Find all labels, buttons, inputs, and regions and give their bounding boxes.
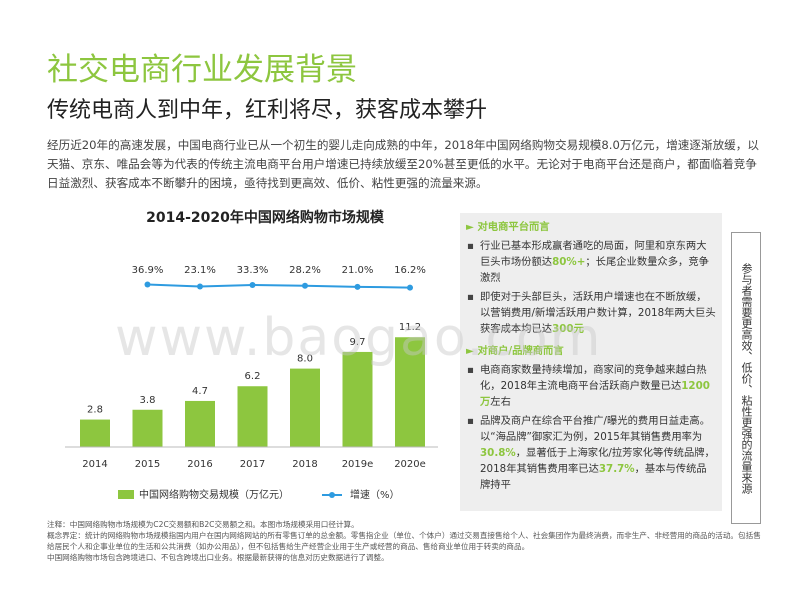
bar: [395, 337, 425, 447]
section-heading: ► 对电商平台而言: [466, 219, 716, 235]
arrow-icon: ►: [466, 345, 478, 357]
notes: 注释：中国网络购物市场规模为C2C交易额和B2C交易额之和。本图市场规模采用口径…: [47, 519, 767, 563]
watermark: www.baogao.com: [115, 308, 603, 368]
note: 概念界定：统计的网络购物市场规模指国内用户在国内网络网站的所有零售订单的总金额。…: [47, 531, 761, 551]
bullet-text: 即使对于头部巨头，活跃用户增速也在不断放缓，以营销费用/新增活跃用户数计算，20…: [480, 291, 716, 335]
bar: [342, 351, 373, 447]
bar: [132, 409, 163, 447]
bar: [290, 368, 320, 447]
bullet-text: 行业已基本形成赢者通吃的局面，阿里和京东两大巨头市场份额达: [480, 240, 707, 268]
x-tick-label: 2018: [292, 459, 317, 470]
note: 注释：中国网络购物市场规模为C2C交易额和B2C交易额之和。本图市场规模采用口径…: [47, 520, 359, 529]
highlight: 30.8%: [480, 447, 516, 459]
bullet-text: ，显著低于上海家化/拉芳家化等传统品牌，2018年其销售费用率已达: [480, 447, 715, 475]
bar: [185, 400, 215, 447]
line-point: [144, 281, 151, 288]
callout: 参与者需要更高效、低价、粘性更强的流量来源: [731, 232, 761, 524]
data-label: 2.8: [87, 405, 103, 416]
data-label: 4.7: [192, 386, 208, 397]
x-tick-label: 2017: [240, 459, 265, 470]
data-label: 6.2: [245, 371, 261, 382]
bullet-text: ，基本与传统品牌持平: [480, 463, 707, 491]
chart-title: 2014-2020年中国网络购物市场规模: [146, 209, 385, 226]
legend-swatch: [118, 490, 134, 499]
data-label: 8.0: [297, 354, 313, 365]
note: 中国网络购物市场包含跨境进口、不包含跨境出口业务。根据最新获得的信息对历史数据进…: [47, 553, 389, 562]
heading-text: 对电商平台而言: [477, 221, 550, 233]
section-heading: ► 对商户/品牌商而言: [466, 343, 716, 359]
panel: ► 对电商平台而言行业已基本形成赢者通吃的局面，阿里和京东两大巨头市场份额达80…: [460, 213, 722, 511]
bar: [80, 419, 110, 447]
bullet-text: 电商商家数量持续增加，商家间的竞争越来越白热化，2018年主流电商平台活跃商户数…: [480, 364, 707, 392]
bullet: 行业已基本形成赢者通吃的局面，阿里和京东两大巨头市场份额达80%+；长尾企业数量…: [466, 238, 716, 286]
data-label: 3.8: [140, 395, 156, 406]
highlight: 1200万: [480, 380, 710, 408]
data-label: 23.1%: [184, 265, 216, 276]
x-tick-label: 2015: [135, 459, 160, 470]
x-tick-label: 2020e: [394, 459, 426, 470]
legend-label: 中国网络购物交易规模（万亿元）: [139, 488, 289, 501]
highlight: 80%+: [552, 256, 586, 268]
bar: [237, 386, 268, 447]
highlight: 37.7%: [598, 463, 635, 475]
data-label: 28.2%: [289, 265, 321, 276]
bullet-text: 左右: [490, 396, 511, 408]
data-label: 16.2%: [394, 265, 426, 276]
x-tick-label: 2019e: [342, 459, 374, 470]
bullet: 品牌及商户在综合平台推广/曝光的费用日益走高。以“海品牌”御家汇为例，2015年…: [466, 413, 716, 493]
line-point: [249, 282, 256, 289]
line-point: [197, 283, 203, 290]
bullet: 电商商家数量持续增加，商家间的竞争越来越白热化，2018年主流电商平台活跃商户数…: [466, 362, 716, 410]
heading-text: 对商户/品牌商而言: [477, 345, 564, 357]
line-point: [302, 282, 308, 289]
intro: 经历近20年的高速发展，中国电商行业已从一个初生的婴儿走向成熟的中年，2018年…: [47, 138, 759, 190]
bullet-text: ；长尾企业数量众多，竞争激烈: [480, 256, 709, 284]
arrow-icon: ►: [466, 221, 478, 233]
data-label: 21.0%: [342, 265, 374, 276]
legend-swatch: [329, 492, 335, 498]
highlight: 300元: [552, 323, 584, 335]
bullet-text: 品牌及商户在综合平台推广/曝光的费用日益走高。以“海品牌”御家汇为例，2015年…: [480, 415, 710, 443]
data-label: 36.9%: [132, 265, 164, 276]
bullet: 即使对于头部巨头，活跃用户增速也在不断放缓，以营销费用/新增活跃用户数计算，20…: [466, 289, 716, 337]
data-label: 11.2: [399, 322, 421, 333]
line-point: [354, 283, 361, 290]
line-point: [407, 284, 413, 291]
data-label: 9.7: [350, 337, 366, 348]
subtitle: 传统电商人到中年，红利将尽，获客成本攀升: [47, 98, 488, 123]
title: 社交电商行业发展背景: [47, 52, 357, 88]
data-label: 33.3%: [237, 265, 269, 276]
legend-label: 增速（%）: [350, 488, 400, 501]
line: [147, 283, 411, 289]
x-tick-label: 2016: [187, 459, 212, 470]
x-tick-label: 2014: [82, 459, 107, 470]
